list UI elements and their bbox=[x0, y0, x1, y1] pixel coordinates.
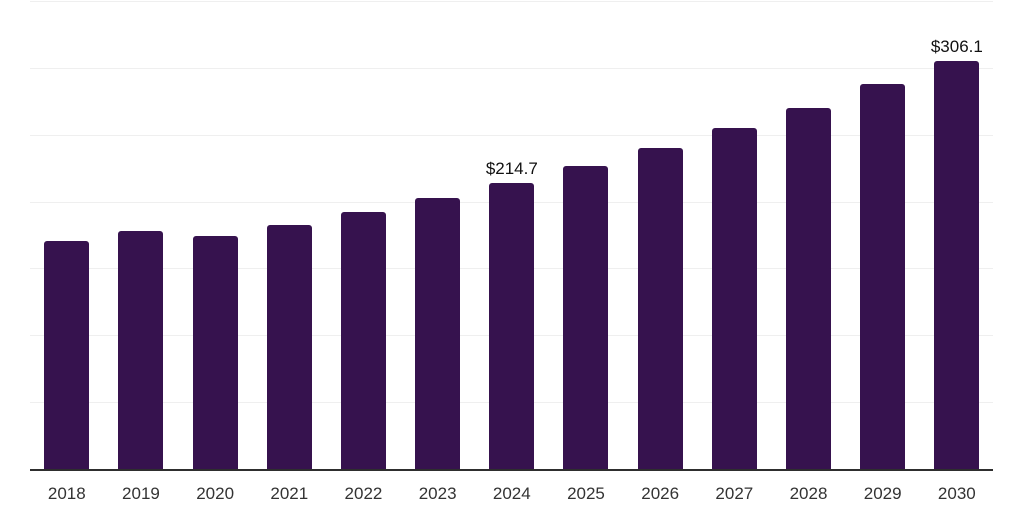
bar-2022 bbox=[340, 212, 386, 470]
x-tick-label-2029: 2029 bbox=[863, 484, 902, 503]
x-tick-label-2018: 2018 bbox=[47, 484, 86, 503]
x-tick-label-2023: 2023 bbox=[418, 484, 457, 503]
bar-value-label-2030: $306.1 bbox=[930, 36, 983, 56]
x-tick-label-2027: 2027 bbox=[715, 484, 754, 503]
plot-area: $214.7 $306.1 bbox=[30, 1, 993, 471]
bar-value-label-2024: $214.7 bbox=[485, 158, 538, 178]
bar-2018 bbox=[44, 240, 90, 470]
x-tick-label-2020: 2020 bbox=[196, 484, 235, 503]
bar-2025 bbox=[563, 165, 609, 470]
bar-2030 bbox=[934, 60, 980, 470]
x-tick-label-2019: 2019 bbox=[122, 484, 160, 503]
bar-2021 bbox=[266, 224, 312, 470]
bar-2019 bbox=[118, 231, 164, 470]
gridline-350 bbox=[30, 1, 993, 2]
x-axis-tick-row: 2018 2019 2020 2021 2022 2023 2024 2025 2026 2027… bbox=[0, 485, 1024, 507]
bar-2026 bbox=[637, 148, 683, 470]
bar-2020 bbox=[192, 236, 238, 470]
x-tick-label-2021: 2021 bbox=[270, 484, 309, 503]
x-axis-line bbox=[30, 469, 993, 471]
bar-2027 bbox=[711, 128, 757, 470]
x-tick-label-2025: 2025 bbox=[567, 484, 605, 503]
gridline-250 bbox=[30, 134, 993, 136]
x-tick-label-2024: 2024 bbox=[492, 484, 531, 503]
bar-2029 bbox=[860, 84, 906, 470]
x-tick-label-2030: 2030 bbox=[937, 484, 976, 503]
x-tick-label-2026: 2026 bbox=[641, 484, 680, 503]
bar-2024 bbox=[489, 182, 535, 470]
gridline-300 bbox=[30, 67, 993, 69]
bar-2028 bbox=[786, 107, 831, 470]
x-tick-label-2022: 2022 bbox=[344, 484, 383, 503]
bar-2023 bbox=[415, 197, 461, 470]
x-tick-label-2028: 2028 bbox=[789, 484, 828, 503]
